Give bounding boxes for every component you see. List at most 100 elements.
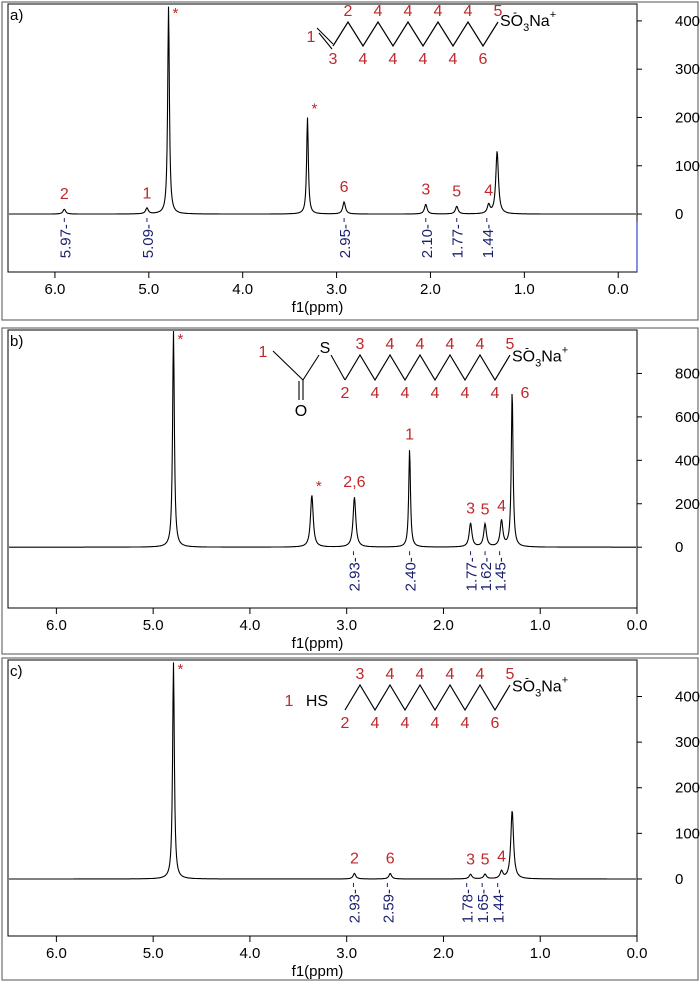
carbon-number: 4 — [476, 666, 485, 683]
plot-area — [7, 3, 638, 273]
y-tick-label: 8000 — [675, 365, 700, 382]
y-tick-label: 200 — [675, 780, 700, 797]
carbon-number: 4 — [446, 666, 455, 683]
charge-minus: - — [525, 671, 529, 685]
plot-area — [7, 329, 638, 609]
panel-frame — [1, 657, 699, 981]
y-tick-label: 0 — [675, 206, 683, 223]
x-tick-label: 1.0 — [530, 617, 551, 634]
x-tick-label: 4.0 — [232, 281, 253, 298]
y-tick-label: 4000 — [675, 452, 700, 469]
integration-value: 1.77- — [464, 557, 481, 591]
sulfur-atom: S — [320, 340, 331, 357]
x-tick-label: 2.0 — [420, 281, 441, 298]
x-tick-label: 4.0 — [239, 945, 260, 962]
x-tick-label: 6.0 — [46, 617, 67, 634]
carbon-number: 3 — [329, 51, 338, 68]
carbon-number: 6 — [491, 715, 500, 732]
y-tick-label: 200 — [675, 109, 700, 126]
carbon-number: 4 — [401, 715, 410, 732]
y-tick-label: 400 — [675, 13, 700, 30]
carbon-chain — [332, 20, 499, 48]
carbon-number: 5 — [494, 3, 503, 20]
carbon-number: 1 — [307, 29, 316, 46]
carbon-number: 4 — [359, 51, 368, 68]
oxygen-atom: O — [295, 403, 307, 420]
carbon-chain — [344, 683, 511, 712]
x-axis-label: f1(ppm) — [292, 635, 344, 652]
x-tick-label: 4.0 — [239, 617, 260, 634]
carbon-number: 4 — [389, 51, 398, 68]
carbon-number: 5 — [506, 666, 515, 683]
carbon-number: 4 — [371, 385, 380, 402]
panel-frame — [1, 327, 699, 655]
spectrum-trace — [9, 330, 636, 548]
carbon-number: 4 — [431, 385, 440, 402]
peak-label: 4 — [497, 849, 506, 866]
solvent-peak-marker: * — [316, 478, 322, 495]
integration-value: 2.59- — [380, 889, 397, 923]
nmr-panel-a: a) 6.0 5.0 4.0 3.0 2.0 1.0 0.0 f1(ppm) 0 100 200 300… — [1, 1, 700, 321]
peak-label: 6 — [340, 179, 349, 196]
x-tick-label: 1.0 — [530, 945, 551, 962]
nmr-panel-b: b) 6.0 5.0 4.0 3.0 2.0 1.0 0.0 f1(ppm) 0 2000 4000 6… — [1, 327, 700, 655]
x-tick-label: 6.0 — [45, 281, 66, 298]
carbon-number: 1 — [259, 344, 268, 361]
x-tick-label: 0.0 — [608, 281, 629, 298]
carbon-number: 1 — [285, 693, 294, 710]
x-tick-label: 5.0 — [138, 281, 159, 298]
peak-label: 1 — [405, 426, 414, 443]
integration-value: 1.44- — [491, 889, 508, 923]
carbon-number: 4 — [461, 715, 470, 732]
panel-label: c) — [10, 663, 23, 680]
integration-value: 1.45- — [493, 557, 510, 591]
integration-value: 2.40- — [403, 557, 420, 591]
charge-minus: - — [513, 5, 517, 19]
integration-value: 1.78- — [460, 889, 477, 923]
peak-label: 5 — [452, 183, 461, 200]
peak-label: 4 — [484, 182, 493, 199]
x-tick-label: 3.0 — [336, 945, 357, 962]
carbon-number: 4 — [446, 336, 455, 353]
carbon-number: 4 — [449, 51, 458, 68]
peak-label: 2,6 — [343, 474, 365, 491]
integration-value: 1.44- — [480, 224, 497, 258]
carbon-number: 2 — [344, 3, 353, 20]
carbon-number: 6 — [521, 385, 530, 402]
carbon-number: 2 — [341, 385, 350, 402]
sulfonate-group: SO3Na+ — [512, 345, 568, 370]
spectrum-trace — [9, 662, 636, 880]
carbon-number: 4 — [371, 715, 380, 732]
charge-minus: - — [525, 341, 529, 355]
peak-label: 5 — [481, 851, 490, 868]
nmr-panel-c: c) 6.0 5.0 4.0 3.0 2.0 1.0 0.0 f1(ppm) 0 100 200 300… — [1, 657, 700, 981]
peak-label: 5 — [481, 501, 490, 518]
x-tick-label: 2.0 — [433, 617, 454, 634]
x-tick-label: 3.0 — [326, 281, 347, 298]
integration-value: 5.97- — [57, 224, 74, 258]
solvent-peak-marker: * — [173, 5, 179, 22]
y-tick-label: 0 — [675, 539, 683, 556]
y-tick-label: 6000 — [675, 409, 700, 426]
peak-label: 3 — [421, 181, 430, 198]
peak-label: 2 — [60, 186, 69, 203]
y-tick-label: 300 — [675, 61, 700, 78]
x-tick-label: 1.0 — [514, 281, 535, 298]
carbon-number: 4 — [386, 666, 395, 683]
peak-label: 4 — [497, 498, 506, 515]
y-tick-label: 300 — [675, 734, 700, 751]
carbon-number: 4 — [491, 385, 500, 402]
structure: SO3Na+- 3 4 4 4 4 5 2 4 4 4 4 6 HS 1 — [285, 666, 569, 732]
carbon-number: 6 — [479, 51, 488, 68]
integration-value: 2.93- — [346, 557, 363, 591]
peak-label: 1 — [142, 185, 151, 202]
carbon-number: 4 — [374, 3, 383, 20]
x-tick-label: 6.0 — [46, 945, 67, 962]
y-tick-label: 100 — [675, 825, 700, 842]
integration-value: 5.09- — [140, 224, 157, 258]
carbon-number: 4 — [431, 715, 440, 732]
carbon-number: 3 — [356, 666, 365, 683]
structure: SO3Na+- 3 4 4 4 4 5 2 4 4 4 4 4 6 S O 1 — [259, 336, 569, 420]
carbon-number: 4 — [416, 666, 425, 683]
